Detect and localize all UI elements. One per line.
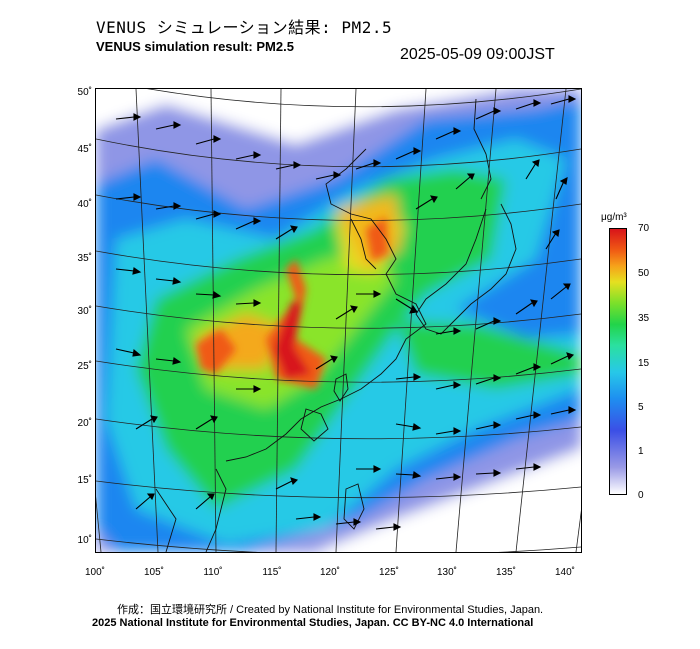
wind-arrow xyxy=(135,415,158,430)
lon-label-115: 115˚ xyxy=(262,567,282,578)
lat-label-15: 15˚ xyxy=(77,475,92,486)
wind-arrow xyxy=(115,193,142,201)
wind-arrow xyxy=(395,471,422,479)
wind-arrow xyxy=(515,363,542,375)
coastlines xyxy=(155,98,517,552)
wind-arrow xyxy=(515,99,542,110)
lon-label-120: 120˚ xyxy=(319,567,341,578)
wind-arrow xyxy=(475,374,502,385)
wind-arrow xyxy=(395,373,422,381)
colorbar-unit: μg/m³ xyxy=(601,212,627,223)
wind-arrow xyxy=(550,283,571,300)
wind-arrow xyxy=(335,518,362,526)
wind-arrow xyxy=(235,151,262,160)
lat-label-35: 35˚ xyxy=(77,253,92,264)
wind-arrow xyxy=(195,210,222,220)
wind-arrow xyxy=(335,305,358,320)
map-area xyxy=(95,88,582,553)
wind-arrow xyxy=(115,113,142,121)
wind-arrow xyxy=(435,327,462,335)
wind-arrow xyxy=(375,523,402,531)
wind-arrow xyxy=(435,127,462,140)
wind-arrow xyxy=(155,357,182,365)
wind-arrow xyxy=(515,411,542,420)
wind-arrow xyxy=(315,171,342,180)
lon-label-100: 100˚ xyxy=(84,567,106,578)
wind-arrow xyxy=(555,177,568,200)
lat-label-25: 25˚ xyxy=(77,361,92,372)
credit-line-creator: 作成：国立環境研究所 / Created by National Institu… xyxy=(117,604,544,616)
wind-arrow xyxy=(295,513,322,521)
pm25-concentration-map xyxy=(96,89,581,552)
wind-arrow xyxy=(435,473,462,481)
wind-arrow xyxy=(550,352,575,365)
wind-arrow xyxy=(550,406,577,415)
wind-arrow xyxy=(235,217,262,230)
wind-arrow xyxy=(236,385,262,393)
wind-arrow xyxy=(155,202,182,210)
credit-line-license: 2025 National Institute for Environmenta… xyxy=(92,617,534,629)
forecast-timestamp: 2025-05-09 09:00JST xyxy=(400,46,555,63)
colorbar-tick-50: 50 xyxy=(638,268,650,279)
lat-label-30: 30˚ xyxy=(77,306,92,317)
lon-label-130: 130˚ xyxy=(436,567,458,578)
lon-label-105: 105˚ xyxy=(143,567,165,578)
lon-label-135: 135˚ xyxy=(495,567,517,578)
wind-arrow xyxy=(155,121,182,130)
lat-label-40: 40˚ xyxy=(77,199,92,210)
lat-label-20: 20˚ xyxy=(77,418,92,429)
wind-arrow xyxy=(545,229,560,250)
map-title-japanese: VENUS シミュレーション結果: PM2.5 xyxy=(96,18,393,37)
wind-arrow xyxy=(355,159,382,170)
wind-arrow xyxy=(235,299,262,307)
colorbar xyxy=(609,228,627,495)
wind-arrow xyxy=(315,355,338,370)
colorbar-tick-0: 0 xyxy=(638,490,644,501)
wind-arrow xyxy=(356,465,382,473)
wind-arrow xyxy=(195,291,222,299)
lon-label-110: 110˚ xyxy=(203,567,223,578)
wind-arrow xyxy=(435,381,462,390)
pm25-field xyxy=(96,89,581,552)
lat-label-45: 45˚ xyxy=(77,144,92,155)
wind-arrow xyxy=(395,423,422,431)
wind-arrow xyxy=(356,290,382,298)
lon-label-140: 140˚ xyxy=(554,567,576,578)
wind-vectors xyxy=(115,95,577,531)
colorbar-tick-1: 1 xyxy=(638,446,644,457)
lon-label-125: 125˚ xyxy=(378,567,400,578)
wind-arrow xyxy=(275,161,302,170)
pm25-hotspots xyxy=(196,217,388,389)
colorbar-tick-70: 70 xyxy=(638,223,650,234)
wind-arrow xyxy=(455,173,475,190)
lat-label-50: 50˚ xyxy=(77,87,92,98)
wind-arrow xyxy=(195,493,215,510)
wind-arrow xyxy=(415,195,438,210)
wind-arrow xyxy=(275,477,299,490)
map-title-english: VENUS simulation result: PM2.5 xyxy=(96,39,294,54)
wind-arrow xyxy=(515,299,538,315)
graticule xyxy=(96,89,581,552)
wind-arrow xyxy=(475,469,502,477)
wind-arrow xyxy=(135,493,155,510)
wind-arrow xyxy=(475,317,502,330)
wind-arrow xyxy=(115,348,142,357)
wind-arrow xyxy=(115,267,142,275)
wind-arrow xyxy=(515,463,542,471)
colorbar-tick-35: 35 xyxy=(638,313,650,324)
wind-arrow xyxy=(550,95,577,105)
wind-arrow xyxy=(395,147,422,160)
wind-arrow xyxy=(475,421,502,430)
wind-arrow xyxy=(195,415,218,430)
wind-arrow xyxy=(275,225,298,240)
wind-arrow xyxy=(195,135,222,145)
wind-arrow xyxy=(525,159,540,180)
wind-arrow xyxy=(395,298,418,314)
colorbar-tick-15: 15 xyxy=(638,358,650,369)
wind-arrow xyxy=(435,427,462,435)
lat-label-10: 10˚ xyxy=(77,535,92,546)
wind-arrow xyxy=(475,107,502,120)
colorbar-tick-5: 5 xyxy=(638,402,644,413)
wind-arrow xyxy=(155,277,182,285)
